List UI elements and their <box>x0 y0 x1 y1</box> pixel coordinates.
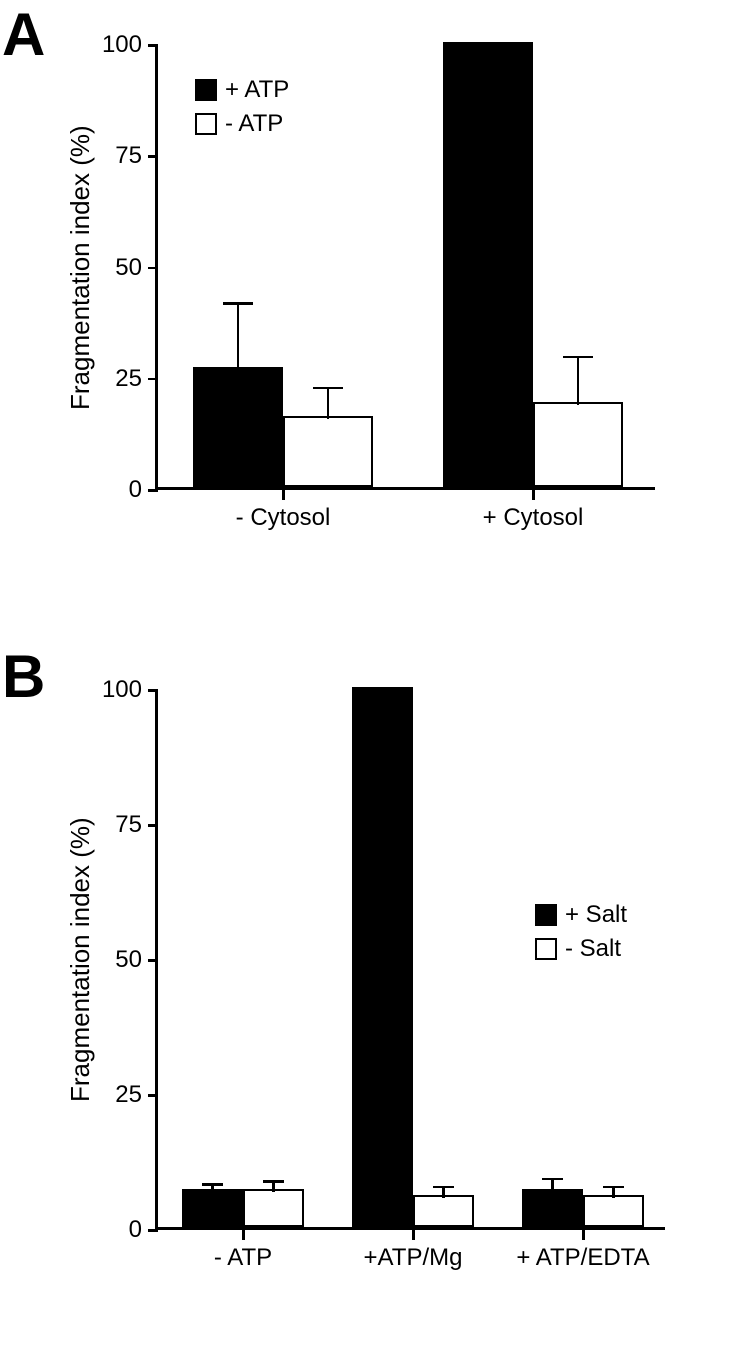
error-cap <box>542 1178 562 1181</box>
x-tick <box>282 490 285 500</box>
panel-b-legend: + Salt - Salt <box>535 900 627 968</box>
x-tick-label: + Cytosol <box>483 504 584 532</box>
y-tick-label: 25 <box>92 1081 142 1109</box>
chart-bar <box>352 687 413 1227</box>
error-bar <box>442 1187 445 1198</box>
chart-bar <box>193 367 283 487</box>
error-bar <box>577 357 580 406</box>
error-bar <box>551 1179 554 1193</box>
error-cap <box>202 1183 222 1186</box>
error-bar <box>612 1187 615 1198</box>
x-tick-label: +ATP/Mg <box>364 1244 463 1272</box>
chart-bar <box>182 1189 243 1227</box>
legend-label: + Salt <box>565 901 627 929</box>
panel-a: A Fragmentation index (%) 0255075100- Cy… <box>0 0 750 580</box>
figure-page: A Fragmentation index (%) 0255075100- Cy… <box>0 0 750 1361</box>
x-tick-label: - Cytosol <box>236 504 331 532</box>
y-tick-label: 100 <box>92 31 142 59</box>
error-cap <box>433 1186 453 1189</box>
panel-a-legend: + ATP - ATP <box>195 75 289 143</box>
x-tick <box>412 1230 415 1240</box>
x-tick <box>532 490 535 500</box>
chart-bar <box>583 1195 644 1227</box>
x-tick-label: - ATP <box>214 1244 272 1272</box>
y-tick-label: 0 <box>92 1216 142 1244</box>
legend-swatch <box>535 938 557 960</box>
legend-swatch <box>195 113 217 135</box>
chart-bar <box>533 402 623 487</box>
chart-bar <box>522 1189 583 1227</box>
legend-label: + ATP <box>225 76 289 104</box>
x-tick-label: + ATP/EDTA <box>516 1244 649 1272</box>
legend-item: + Salt <box>535 900 627 930</box>
y-tick-label: 75 <box>92 142 142 170</box>
panel-b: B Fragmentation index (%) 0255075100- AT… <box>0 640 750 1360</box>
error-cap <box>473 42 503 45</box>
y-tick <box>148 489 158 492</box>
legend-item: - Salt <box>535 934 627 964</box>
y-tick-label: 100 <box>92 676 142 704</box>
legend-item: + ATP <box>195 75 289 105</box>
y-tick-label: 50 <box>92 254 142 282</box>
y-tick-label: 75 <box>92 811 142 839</box>
y-tick <box>148 1094 158 1097</box>
chart-bar <box>243 1189 304 1227</box>
legend-label: - Salt <box>565 935 621 963</box>
y-tick <box>148 959 158 962</box>
panel-a-label: A <box>2 0 45 69</box>
legend-label: - ATP <box>225 110 283 138</box>
error-cap <box>603 1186 623 1189</box>
x-tick <box>242 1230 245 1240</box>
y-tick-label: 25 <box>92 365 142 393</box>
y-tick <box>148 824 158 827</box>
y-tick-label: 0 <box>92 476 142 504</box>
y-tick <box>148 1229 158 1232</box>
chart-bar <box>413 1195 474 1227</box>
error-cap <box>563 356 593 359</box>
y-tick <box>148 267 158 270</box>
legend-item: - ATP <box>195 109 289 139</box>
panel-b-label: B <box>2 642 45 711</box>
legend-swatch <box>195 79 217 101</box>
error-cap <box>313 387 343 390</box>
error-bar <box>327 388 330 419</box>
legend-swatch <box>535 904 557 926</box>
chart-bar <box>283 416 373 487</box>
y-tick <box>148 44 158 47</box>
x-tick <box>582 1230 585 1240</box>
error-bar <box>237 303 240 370</box>
error-cap <box>263 1180 283 1183</box>
error-cap <box>223 302 253 305</box>
error-bar <box>272 1181 275 1192</box>
chart-bar <box>443 42 533 487</box>
y-tick <box>148 378 158 381</box>
y-tick <box>148 689 158 692</box>
y-tick <box>148 155 158 158</box>
y-tick-label: 50 <box>92 946 142 974</box>
